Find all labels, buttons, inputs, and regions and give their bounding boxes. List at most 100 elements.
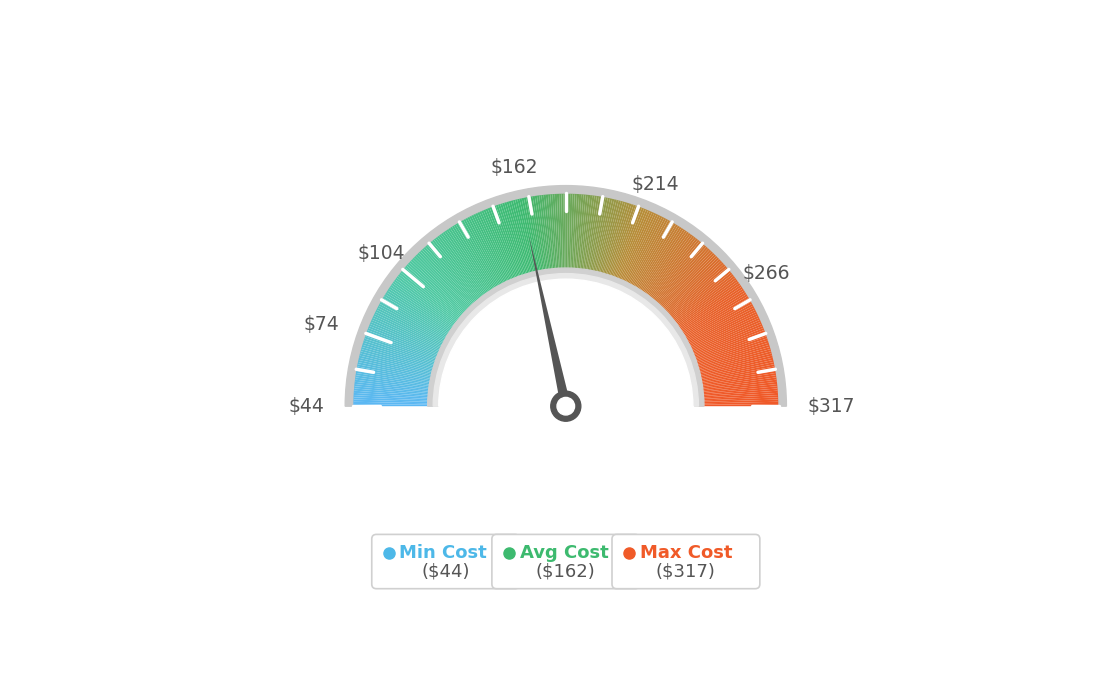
Wedge shape [638, 232, 689, 303]
Text: $162: $162 [490, 159, 538, 177]
Wedge shape [359, 355, 443, 377]
Wedge shape [374, 312, 452, 351]
Wedge shape [353, 397, 439, 402]
Wedge shape [520, 198, 540, 282]
FancyBboxPatch shape [612, 534, 760, 589]
Wedge shape [505, 202, 530, 284]
Wedge shape [629, 222, 673, 297]
Wedge shape [427, 244, 484, 310]
Wedge shape [450, 227, 498, 299]
Wedge shape [516, 199, 537, 283]
Wedge shape [617, 212, 655, 290]
Wedge shape [373, 314, 452, 352]
Wedge shape [552, 194, 559, 279]
Wedge shape [437, 235, 490, 305]
Wedge shape [454, 224, 500, 298]
Wedge shape [646, 241, 701, 308]
Wedge shape [573, 194, 580, 279]
Wedge shape [640, 235, 692, 304]
Wedge shape [675, 296, 749, 342]
Wedge shape [511, 200, 534, 284]
Wedge shape [461, 220, 505, 295]
Wedge shape [596, 200, 618, 283]
Wedge shape [652, 251, 713, 315]
Wedge shape [581, 195, 593, 280]
Wedge shape [459, 221, 503, 296]
Wedge shape [571, 194, 577, 279]
Wedge shape [413, 257, 475, 318]
Wedge shape [382, 298, 456, 343]
Wedge shape [682, 319, 761, 356]
Wedge shape [684, 330, 765, 362]
Wedge shape [688, 347, 771, 372]
Wedge shape [359, 357, 442, 379]
Wedge shape [379, 304, 455, 346]
Wedge shape [383, 296, 457, 342]
Wedge shape [369, 326, 448, 359]
Wedge shape [424, 247, 481, 312]
Wedge shape [554, 194, 561, 279]
Wedge shape [371, 319, 449, 356]
Wedge shape [502, 203, 529, 285]
Wedge shape [692, 386, 777, 395]
Wedge shape [363, 338, 445, 367]
Wedge shape [530, 196, 545, 281]
Wedge shape [385, 293, 458, 339]
Wedge shape [369, 324, 448, 358]
Wedge shape [563, 194, 566, 279]
Wedge shape [361, 347, 444, 372]
Wedge shape [534, 196, 549, 281]
Wedge shape [654, 253, 714, 315]
Wedge shape [607, 206, 638, 286]
Wedge shape [678, 308, 755, 348]
Wedge shape [599, 201, 625, 284]
Wedge shape [660, 264, 725, 322]
Wedge shape [474, 214, 512, 292]
Wedge shape [643, 237, 696, 306]
Wedge shape [448, 228, 497, 300]
Wedge shape [681, 317, 760, 355]
Wedge shape [595, 199, 616, 283]
Polygon shape [438, 406, 693, 408]
Wedge shape [690, 362, 774, 381]
Wedge shape [615, 210, 650, 290]
Wedge shape [422, 248, 480, 313]
Wedge shape [684, 332, 766, 363]
Wedge shape [569, 194, 573, 279]
Wedge shape [372, 316, 450, 353]
Wedge shape [658, 259, 721, 319]
Wedge shape [376, 308, 454, 348]
Polygon shape [529, 236, 571, 407]
Wedge shape [545, 195, 555, 279]
Wedge shape [357, 364, 442, 382]
Wedge shape [668, 279, 737, 331]
Wedge shape [523, 197, 542, 282]
Wedge shape [591, 198, 611, 282]
Wedge shape [355, 373, 440, 388]
Text: Min Cost: Min Cost [400, 544, 487, 562]
Wedge shape [401, 270, 468, 326]
Wedge shape [526, 197, 543, 282]
Wedge shape [670, 285, 742, 335]
Wedge shape [606, 205, 636, 286]
Wedge shape [415, 255, 477, 316]
Wedge shape [464, 219, 506, 295]
Wedge shape [666, 274, 734, 328]
Wedge shape [603, 203, 629, 285]
Wedge shape [597, 200, 620, 284]
Wedge shape [433, 274, 699, 406]
Wedge shape [676, 300, 751, 344]
Wedge shape [683, 324, 763, 358]
Wedge shape [381, 300, 456, 344]
Wedge shape [648, 244, 704, 310]
Wedge shape [575, 195, 584, 279]
FancyBboxPatch shape [372, 534, 520, 589]
Wedge shape [469, 216, 509, 293]
Wedge shape [667, 277, 736, 331]
Wedge shape [650, 247, 708, 312]
Wedge shape [649, 246, 707, 311]
Text: $104: $104 [358, 244, 405, 264]
Wedge shape [651, 248, 710, 313]
Wedge shape [467, 217, 508, 294]
Wedge shape [687, 343, 769, 369]
